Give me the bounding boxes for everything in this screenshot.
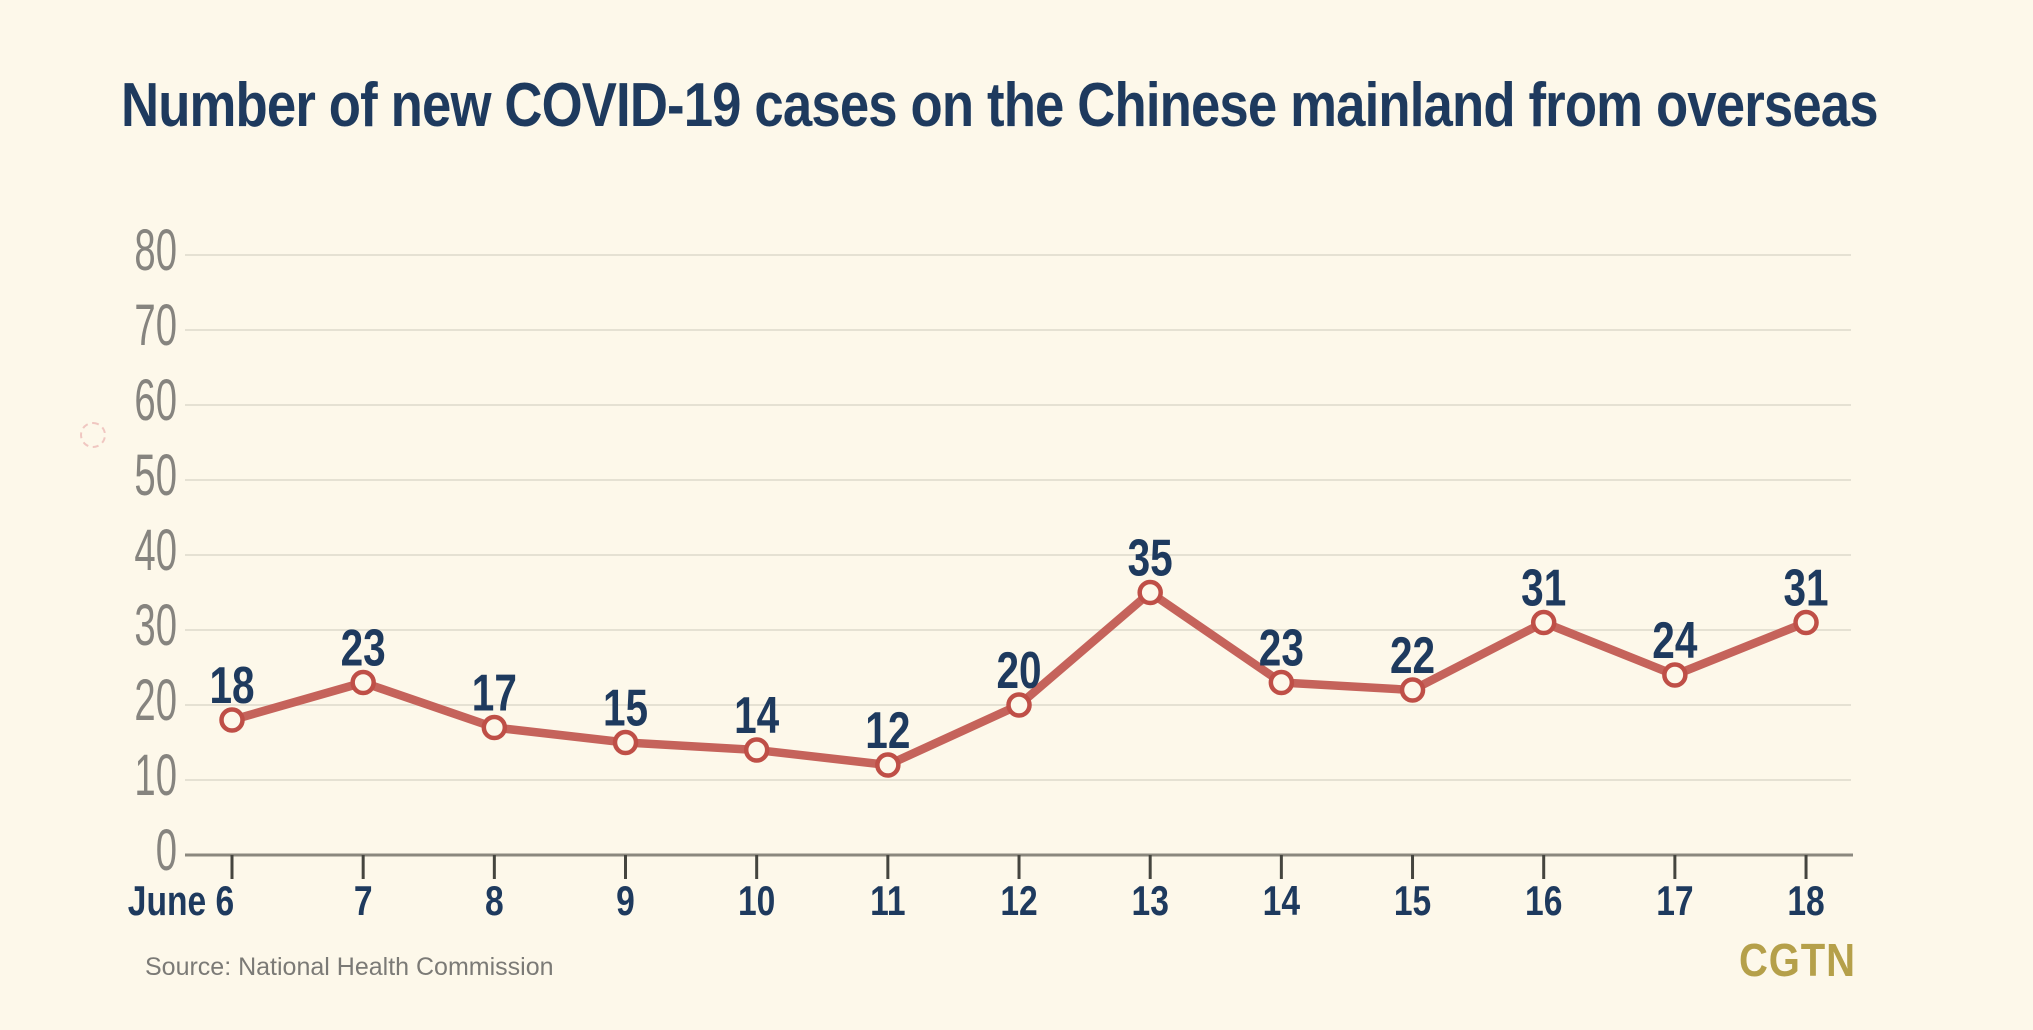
data-point-marker bbox=[481, 714, 508, 741]
data-point-label: 22 bbox=[1390, 626, 1435, 684]
y-axis-label: 70 bbox=[134, 294, 177, 358]
data-point-marker bbox=[1137, 579, 1163, 606]
data-point-label: 18 bbox=[209, 656, 254, 714]
data-point-label: 15 bbox=[603, 679, 648, 737]
chart-title: Number of new COVID-19 cases on the Chin… bbox=[121, 71, 1879, 140]
y-axis-label: 60 bbox=[134, 369, 177, 433]
y-axis-label: 10 bbox=[134, 744, 177, 808]
x-axis-label: 14 bbox=[1263, 879, 1300, 925]
x-axis-label: 18 bbox=[1787, 879, 1824, 925]
data-point-marker bbox=[1006, 692, 1032, 718]
data-point-label: 23 bbox=[1259, 619, 1304, 677]
y-axis-label: 0 bbox=[156, 819, 177, 883]
data-point-label: 20 bbox=[996, 641, 1041, 699]
x-axis-label: 16 bbox=[1525, 879, 1562, 925]
y-axis-label: 20 bbox=[134, 669, 177, 733]
data-point-marker bbox=[743, 737, 770, 763]
data-point-label: 14 bbox=[734, 686, 779, 744]
x-axis-label: 13 bbox=[1132, 879, 1169, 925]
x-axis-label: 12 bbox=[1000, 879, 1037, 925]
y-axis-label: 50 bbox=[134, 444, 177, 508]
data-point-marker bbox=[1268, 669, 1295, 696]
x-axis-label: 7 bbox=[354, 879, 373, 925]
y-axis-label: 80 bbox=[134, 219, 177, 283]
source-label: Source: National Health Commission bbox=[145, 953, 554, 981]
x-axis-label: 11 bbox=[870, 879, 906, 925]
cgtn-logo: CGTN bbox=[1739, 934, 1856, 986]
x-axis-label: 15 bbox=[1394, 879, 1431, 925]
x-axis-label: 9 bbox=[616, 879, 635, 925]
data-point-marker bbox=[219, 707, 245, 733]
loading-spinner-artifact bbox=[80, 422, 106, 448]
data-point-marker bbox=[1662, 662, 1688, 688]
data-point-label: 23 bbox=[341, 619, 386, 677]
data-point-label: 31 bbox=[1783, 559, 1828, 617]
y-axis-label: 40 bbox=[134, 519, 177, 583]
data-point-label: 31 bbox=[1521, 559, 1566, 617]
x-axis-label: 8 bbox=[485, 879, 504, 925]
data-point-label: 17 bbox=[472, 664, 517, 722]
data-point-marker bbox=[1530, 609, 1557, 636]
data-point-marker bbox=[350, 669, 376, 696]
data-point-marker bbox=[612, 729, 639, 756]
x-axis-label: 10 bbox=[738, 879, 775, 925]
x-axis-label: 17 bbox=[1656, 879, 1693, 925]
data-point-label: 35 bbox=[1128, 529, 1173, 587]
data-point-marker bbox=[875, 752, 901, 778]
data-point-label: 24 bbox=[1652, 611, 1697, 669]
x-axis-label: June 6 bbox=[128, 879, 234, 925]
y-axis-label: 30 bbox=[134, 594, 177, 658]
data-point-label: 12 bbox=[865, 701, 910, 759]
data-point-marker bbox=[1399, 677, 1426, 703]
data-point-marker bbox=[1793, 609, 1819, 636]
